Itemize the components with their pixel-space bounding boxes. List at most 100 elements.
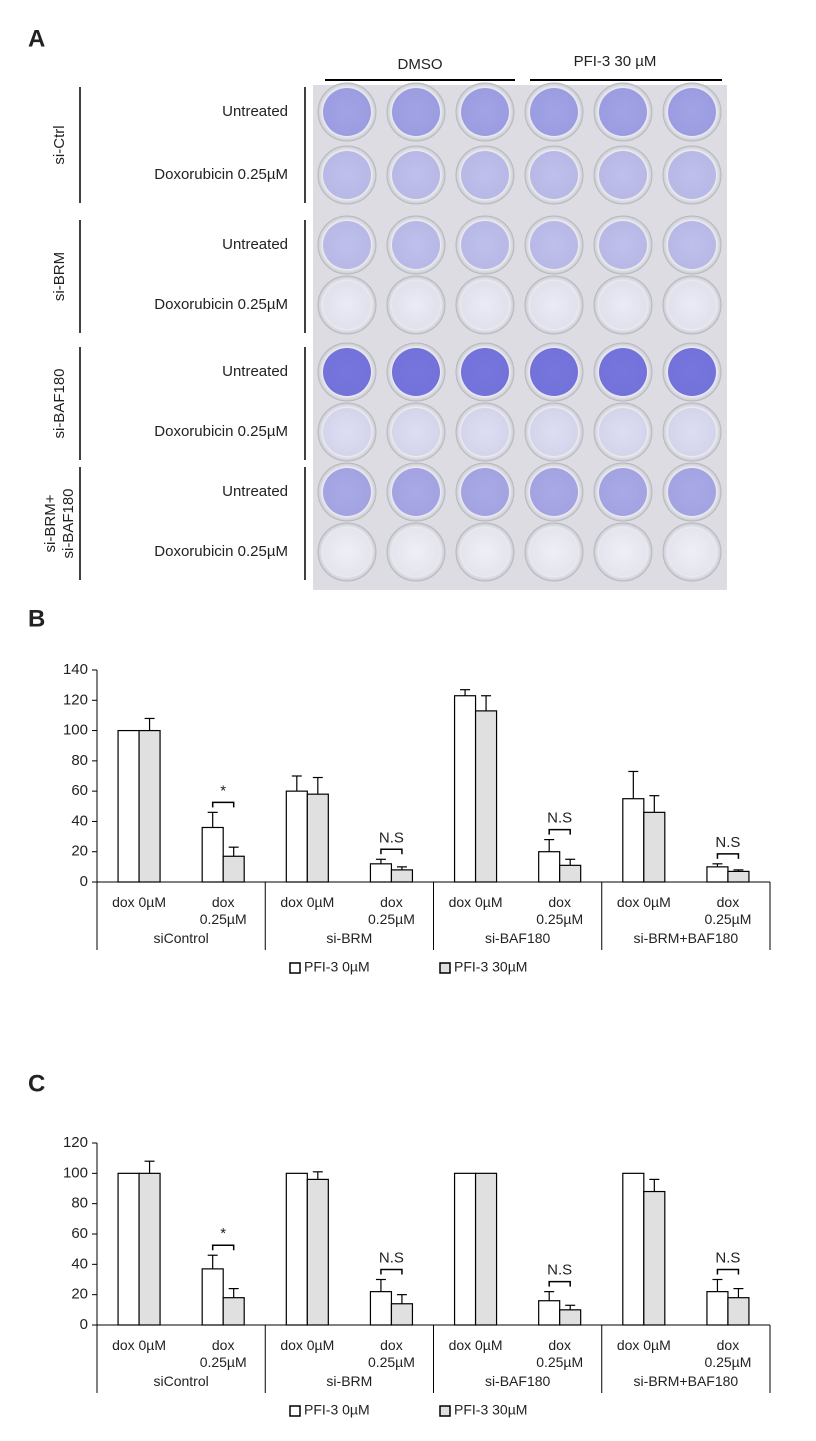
significance-bracket bbox=[716, 1268, 740, 1275]
bar bbox=[559, 1309, 582, 1326]
row-label: Untreated bbox=[222, 483, 288, 500]
well bbox=[593, 522, 653, 582]
row-label: Doxorubicin 0.25µM bbox=[154, 423, 288, 440]
colonies bbox=[392, 281, 440, 329]
bar bbox=[201, 1268, 224, 1326]
well bbox=[662, 145, 722, 205]
colonies bbox=[323, 281, 371, 329]
y-tick-label: 60 bbox=[71, 782, 88, 799]
bar bbox=[453, 1172, 477, 1326]
x-tick-label: dox 0.25µM bbox=[536, 894, 584, 927]
colonies bbox=[323, 221, 371, 269]
colonies bbox=[461, 88, 509, 136]
panel-label: A bbox=[28, 25, 45, 52]
significance-bracket bbox=[380, 848, 403, 855]
group-label: si-BRM bbox=[326, 930, 373, 946]
colonies bbox=[392, 528, 440, 576]
bar bbox=[138, 1172, 161, 1326]
x-tick-label: dox 0µM bbox=[448, 1337, 503, 1353]
well bbox=[593, 402, 653, 462]
bar bbox=[643, 811, 666, 883]
colonies bbox=[599, 408, 647, 456]
bar bbox=[369, 863, 393, 883]
colonies bbox=[668, 88, 716, 136]
colonies bbox=[461, 221, 509, 269]
significance-bracket bbox=[211, 1244, 235, 1251]
y-tick-label: 40 bbox=[71, 812, 88, 829]
colonies bbox=[392, 468, 440, 516]
column-header: DMSO bbox=[398, 56, 443, 73]
well bbox=[386, 522, 446, 582]
group-label: si-BAF180 bbox=[484, 930, 551, 946]
colonies bbox=[392, 348, 440, 396]
group-label: si-BRM bbox=[326, 1373, 373, 1389]
colonies bbox=[668, 348, 716, 396]
x-tick-label: dox 0µM bbox=[280, 894, 335, 910]
well bbox=[317, 215, 377, 275]
well bbox=[524, 145, 584, 205]
significance-bracket bbox=[548, 1280, 571, 1287]
y-tick-label: 80 bbox=[71, 752, 88, 769]
well bbox=[386, 275, 446, 335]
row-group-label: si-Ctrl bbox=[51, 125, 68, 164]
colonies bbox=[599, 348, 647, 396]
well bbox=[662, 522, 722, 582]
well bbox=[524, 522, 584, 582]
significance-bracket bbox=[211, 801, 235, 808]
colonies bbox=[392, 408, 440, 456]
y-tick-label: 20 bbox=[71, 843, 88, 860]
x-tick-label: dox 0µM bbox=[448, 894, 503, 910]
y-tick-label: 100 bbox=[63, 1164, 88, 1181]
legend-swatch bbox=[439, 962, 451, 974]
group-label: si-BRM+BAF180 bbox=[633, 1373, 739, 1389]
row-group-label: si-BRM+ bbox=[42, 494, 59, 552]
colonies bbox=[461, 281, 509, 329]
well bbox=[317, 145, 377, 205]
colonies bbox=[461, 468, 509, 516]
x-tick-label: dox 0.25µM bbox=[367, 1337, 415, 1370]
row-label: Doxorubicin 0.25µM bbox=[154, 166, 288, 183]
colonies bbox=[461, 151, 509, 199]
colonies bbox=[530, 88, 578, 136]
significance-label: N.S bbox=[379, 1249, 404, 1266]
y-tick-label: 100 bbox=[63, 722, 88, 739]
well bbox=[662, 462, 722, 522]
colonies bbox=[461, 408, 509, 456]
y-tick-label: 40 bbox=[71, 1255, 88, 1272]
well bbox=[524, 215, 584, 275]
well bbox=[386, 82, 446, 142]
legend-swatch bbox=[289, 962, 301, 974]
significance-bracket bbox=[548, 828, 571, 835]
well bbox=[386, 215, 446, 275]
well bbox=[524, 82, 584, 142]
bar bbox=[201, 826, 224, 883]
bar bbox=[453, 695, 477, 883]
significance-label: * bbox=[220, 782, 226, 799]
x-tick-label: dox 0µM bbox=[112, 1337, 167, 1353]
legend-label: PFI-3 0µM bbox=[304, 1402, 370, 1418]
colonies bbox=[530, 221, 578, 269]
x-tick-label: dox 0µM bbox=[616, 1337, 671, 1353]
colonies bbox=[530, 348, 578, 396]
well bbox=[317, 82, 377, 142]
bar bbox=[285, 790, 308, 883]
well bbox=[662, 82, 722, 142]
bar bbox=[622, 1172, 645, 1326]
well bbox=[524, 275, 584, 335]
colonies bbox=[461, 528, 509, 576]
well bbox=[662, 402, 722, 462]
legend-label: PFI-3 0µM bbox=[304, 959, 370, 975]
bar bbox=[559, 864, 582, 883]
row-group-label: si-BRM bbox=[51, 252, 68, 301]
bar bbox=[285, 1172, 308, 1326]
bar bbox=[390, 869, 414, 883]
legend-label: PFI-3 30µM bbox=[454, 959, 527, 975]
x-tick-label: dox 0.25µM bbox=[199, 1337, 247, 1370]
colonies bbox=[668, 528, 716, 576]
well bbox=[455, 275, 515, 335]
colonies bbox=[461, 348, 509, 396]
bar bbox=[222, 855, 245, 883]
well bbox=[524, 402, 584, 462]
x-tick-label: dox 0µM bbox=[280, 1337, 335, 1353]
